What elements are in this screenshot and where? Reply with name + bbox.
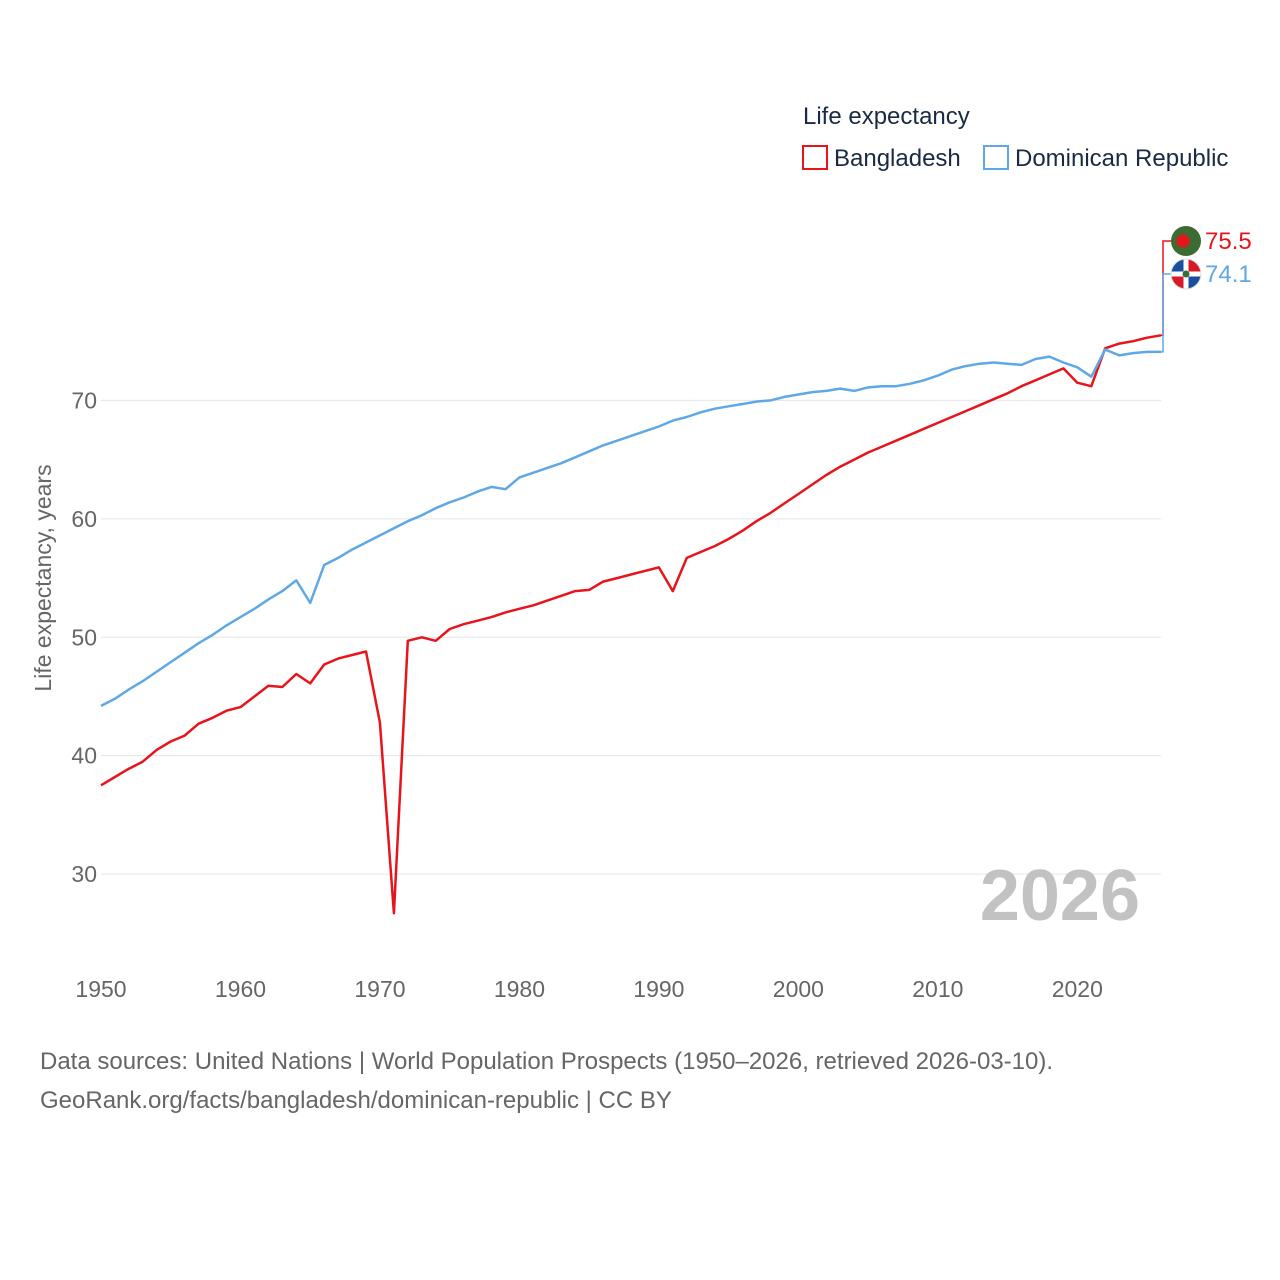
year-watermark: 2026 [980,856,1140,936]
y-tick-label: 40 [71,743,97,769]
gridlines [101,399,1161,875]
connector-dominican-republic [1161,273,1174,353]
legend-swatch-bangladesh[interactable] [802,145,828,170]
x-tick-label: 2020 [1052,976,1103,1002]
flag-bd-disc [1176,234,1190,248]
series-end-markers: 75.5 74.1 [1161,226,1252,353]
dominican-republic-flag-icon [1170,258,1202,290]
x-tick-label: 1990 [633,976,684,1002]
y-tick-label: 70 [71,387,97,413]
legend-label-dominican-republic[interactable]: Dominican Republic [1015,145,1228,172]
x-tick-label: 1970 [354,976,405,1002]
x-tick-label: 2000 [773,976,824,1002]
series-line-dominican-republic[interactable] [100,348,1161,708]
y-tick-label: 60 [71,506,97,532]
footer: Data sources: United Nations | World Pop… [40,1042,1260,1120]
y-axis-ticks: 30 40 50 60 70 [71,387,97,887]
flag-do-outline [1170,258,1202,290]
y-tick-label: 30 [71,861,97,887]
life-expectancy-chart: 30 40 50 60 70 1950 1960 1970 1980 1990 2000 2010 2… [30,103,1252,1002]
x-tick-label: 2010 [912,976,963,1002]
legend: Life expectancy Bangladesh Dominican Rep… [802,103,1228,172]
data-source-note: Data sources: United Nations | World Pop… [40,1048,1054,1075]
legend-label-bangladesh[interactable]: Bangladesh [834,145,961,172]
x-tick-label: 1950 [75,976,126,1002]
bangladesh-flag-icon [1171,226,1201,256]
attribution-link[interactable]: GeoRank.org/facts/bangladesh/dominican-r… [40,1087,672,1114]
x-tick-label: 1980 [494,976,545,1002]
end-value-bangladesh: 75.5 [1205,228,1252,255]
y-tick-label: 50 [71,624,97,650]
series-lines [100,334,1162,915]
legend-title: Life expectancy [803,103,970,130]
end-value-dominican-republic: 74.1 [1205,261,1252,288]
x-tick-label: 1960 [215,976,266,1002]
series-line-bangladesh[interactable] [100,334,1162,915]
y-axis-title: Life expectancy, years [30,464,56,691]
flag-do-emblem [1182,270,1190,278]
x-axis-ticks: 1950 1960 1970 1980 1990 2000 2010 2020 [75,976,1102,1002]
legend-swatch-dominican-republic[interactable] [983,145,1009,170]
